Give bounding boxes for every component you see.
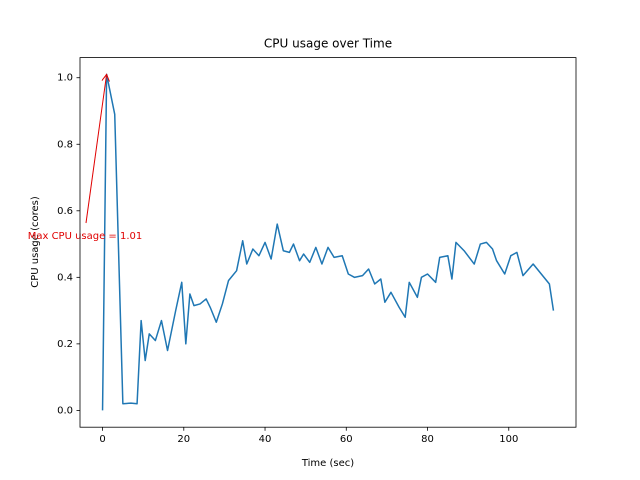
x-tick-label: 40	[259, 434, 272, 445]
y-tick-label: 0.4	[57, 272, 73, 283]
chart-title: CPU usage over Time	[264, 37, 392, 51]
x-tick-label: 20	[177, 434, 190, 445]
data-line	[101, 73, 555, 411]
x-tick-label: 60	[340, 434, 353, 445]
x-tick-label: 80	[421, 434, 434, 445]
annotation-arrow	[85, 74, 107, 224]
y-axis-label: CPU usage (cores)	[30, 196, 41, 288]
plot-frame	[79, 57, 577, 428]
y-tick-label: 0.6	[57, 206, 73, 217]
y-tick-label: 0.2	[57, 339, 73, 350]
y-tick-label: 0.8	[57, 139, 73, 150]
x-axis-label: Time (sec)	[301, 458, 354, 469]
y-tick-label: 1.0	[57, 73, 73, 84]
x-tick-label: 0	[99, 434, 105, 445]
y-tick-label: 0.0	[57, 405, 73, 416]
x-tick-label: 100	[499, 434, 518, 445]
annotation-text: Max CPU usage = 1.01	[28, 231, 143, 242]
